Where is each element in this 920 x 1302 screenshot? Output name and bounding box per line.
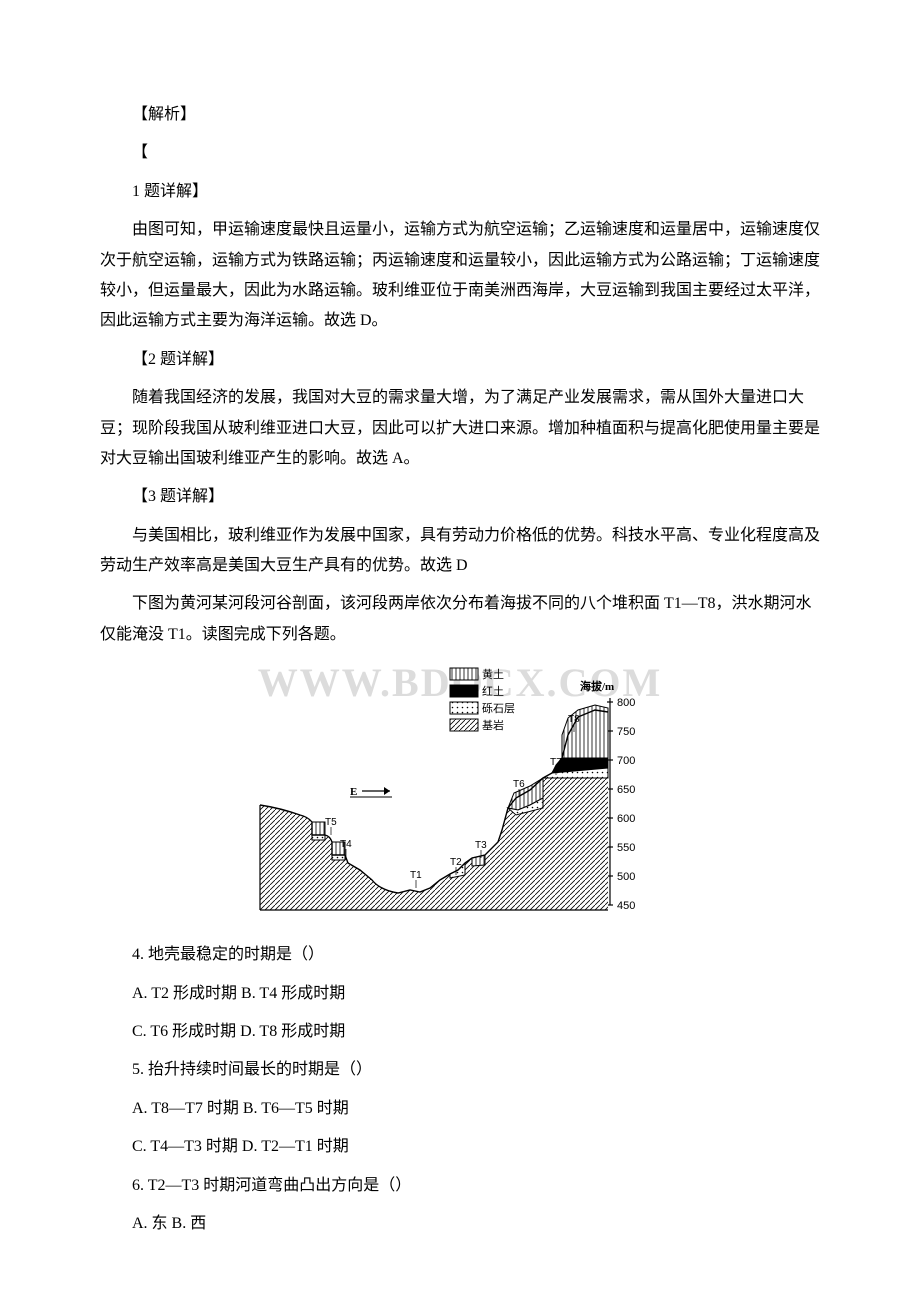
svg-text:800: 800 [617, 697, 635, 709]
cross-section-chart: 黄土 红土 砾石层 基岩 海拔/m 450 500 550 600 650 700 750 8… [250, 660, 670, 920]
svg-text:750: 750 [617, 726, 635, 738]
svg-text:600: 600 [617, 813, 635, 825]
svg-text:T5: T5 [325, 817, 337, 828]
legend-bedrock-label: 基岩 [482, 718, 504, 732]
east-arrow: E [350, 786, 392, 798]
svg-text:T3: T3 [475, 840, 487, 851]
svg-text:650: 650 [617, 784, 635, 796]
svg-text:T8: T8 [568, 714, 580, 725]
q6-stem: 6. T2—T3 时期河道弯曲凸出方向是（） [100, 1171, 820, 1201]
q1-header: 1 题详解】 [100, 177, 820, 207]
chart-legend: 黄土 红土 砾石层 基岩 [450, 667, 515, 732]
svg-text:T7: T7 [550, 757, 562, 768]
svg-text:T2: T2 [450, 857, 462, 868]
legend-loess-label: 黄土 [482, 667, 504, 681]
east-label: E [350, 786, 357, 798]
q3-text: 与美国相比，玻利维亚作为发展中国家，具有劳动力价格低的优势。科技水平高、专业化程… [100, 521, 820, 582]
svg-text:T1: T1 [410, 870, 422, 881]
svg-text:450: 450 [617, 900, 635, 912]
q5-optC: C. T4—T3 时期 D. T2—T1 时期 [100, 1132, 820, 1162]
chart-intro: 下图为黄河某河段河谷剖面，该河段两岸依次分布着海拔不同的八个堆积面 T1—T8，… [100, 589, 820, 650]
svg-text:550: 550 [617, 842, 635, 854]
q1-text: 由图可知，甲运输速度最快且运量小，运输方式为航空运输；乙运输速度和运量居中，运输… [100, 215, 820, 337]
svg-text:T4: T4 [340, 839, 352, 850]
q4-optA: A. T2 形成时期 B. T4 形成时期 [100, 979, 820, 1009]
q5-stem: 5. 抬升持续时间最长的时期是（） [100, 1055, 820, 1085]
q5-optA: A. T8—T7 时期 B. T6—T5 时期 [100, 1094, 820, 1124]
y-axis-label: 海拔/m [580, 679, 614, 693]
svg-text:T6: T6 [513, 779, 525, 790]
q4-optC: C. T6 形成时期 D. T8 形成时期 [100, 1017, 820, 1047]
valley-profile [260, 705, 608, 910]
q2-text: 随着我国经济的发展，我国对大豆的需求量大增，为了满足产业发展需求，需从国外大量进… [100, 383, 820, 474]
svg-text:500: 500 [617, 871, 635, 883]
q3-header: 【3 题详解】 [100, 482, 820, 512]
q2-header: 【2 题详解】 [100, 345, 820, 375]
analysis-header: 【解析】 [100, 100, 820, 130]
q4-stem: 4. 地壳最稳定的时期是（） [100, 940, 820, 970]
q6-optA: A. 东 B. 西 [100, 1209, 820, 1239]
chart-container: WWW.BDOCX.COM 黄土 红土 [100, 660, 820, 920]
bracket-open: 【 [100, 138, 820, 168]
svg-text:700: 700 [617, 755, 635, 767]
legend-redsoil-label: 红土 [482, 685, 504, 698]
legend-gravel-label: 砾石层 [482, 702, 515, 715]
